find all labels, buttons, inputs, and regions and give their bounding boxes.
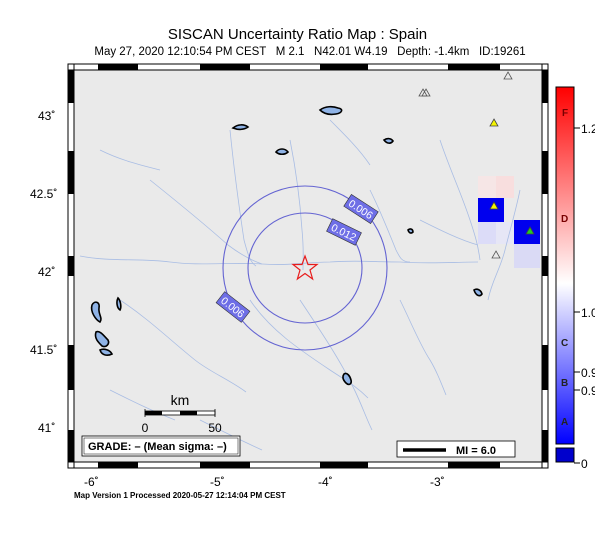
uncertainty-cells: [478, 176, 540, 268]
lat-tick-label: 42.5˚: [30, 187, 57, 201]
scale-tick-label: 0: [142, 421, 149, 435]
colorbar-tick-label: 0.9: [581, 366, 595, 380]
grade-box: GRADE: – (Mean sigma: –): [81, 435, 241, 457]
lat-tick-label: 42˚: [38, 265, 55, 279]
station-triangle-icon: [491, 250, 501, 259]
lon-tick-label: -5˚: [210, 475, 225, 489]
grade-letter: A: [561, 417, 568, 428]
contours: [222, 185, 388, 351]
colorbar-tick-label: 1.2: [581, 122, 595, 136]
scale-unit: km: [171, 392, 190, 408]
mi-legend: MI = 6.0: [396, 440, 516, 458]
svg-text:GRADE: – (Mean sigma: –): GRADE: – (Mean sigma: –): [88, 441, 227, 453]
colorbar-tick-label: 1.0: [581, 306, 595, 320]
map-subtitle: May 27, 2020 12:10:54 PM CEST M 2.1 N42.…: [94, 46, 526, 58]
grade-letter: D: [561, 214, 568, 225]
station-triangle-icon: [489, 118, 499, 127]
colorbar-tick-label: 0.9: [581, 384, 595, 398]
stations: [418, 71, 535, 259]
map-frame: [67, 63, 549, 469]
station-triangle-icon: [525, 226, 535, 235]
lat-axis: 43˚ 42.5˚ 42˚ 41.5˚ 41˚: [30, 109, 57, 435]
lat-tick-label: 41.5˚: [30, 343, 57, 357]
colorbar-tick-label: 0: [581, 457, 588, 471]
contour-0006: [222, 185, 388, 351]
svg-text:MI = 6.0: MI = 6.0: [456, 445, 496, 457]
lat-tick-label: 43˚: [38, 109, 55, 123]
grade-letter: C: [561, 338, 568, 349]
lakes: [90, 105, 483, 386]
contour-0012: [247, 212, 363, 324]
colorbar-end-swatch: [555, 447, 575, 463]
lon-tick-label: -4˚: [318, 475, 333, 489]
lon-tick-label: -6˚: [84, 475, 99, 489]
grade-letter: F: [562, 108, 568, 119]
station-triangle-icon: [421, 88, 431, 97]
grade-letter: B: [561, 378, 568, 389]
epicenter-star-icon: [291, 254, 319, 281]
scale-tick-label: 50: [208, 421, 222, 435]
lat-tick-label: 41˚: [38, 421, 55, 435]
lon-axis: -6˚ -5˚ -4˚ -3˚: [84, 475, 445, 489]
scale-bar: km 0 50: [142, 392, 222, 435]
station-triangle-icon: [489, 201, 499, 210]
colorbar: F D C B A 1.2 1.0 0.9 0.9 0: [555, 86, 595, 471]
station-triangle-icon: [503, 71, 513, 80]
processing-footer: Map Version 1 Processed 2020-05-27 12:14…: [74, 491, 286, 500]
lon-tick-label: -3˚: [430, 475, 445, 489]
grid-cell-high: [478, 198, 504, 222]
map-title: SISCAN Uncertainty Ratio Map : Spain: [167, 26, 428, 43]
map-area: [73, 69, 543, 463]
